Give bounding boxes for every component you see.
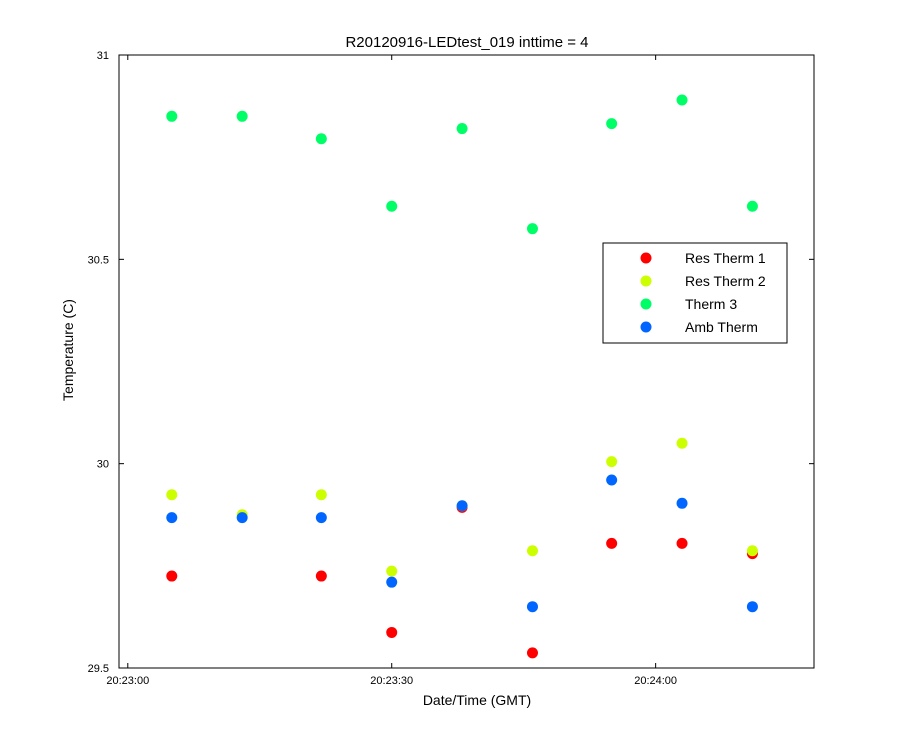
legend-label-res-therm-2: Res Therm 2 xyxy=(685,273,766,289)
point-res-therm-2 xyxy=(526,545,538,557)
point-amb-therm xyxy=(315,512,327,524)
y-axis-label: Temperature (C) xyxy=(60,299,76,401)
point-res-therm-1 xyxy=(526,647,538,659)
point-res-therm-1 xyxy=(606,537,618,549)
point-res-therm-1 xyxy=(676,537,688,549)
point-res-therm-1 xyxy=(166,570,178,582)
point-res-therm-2 xyxy=(315,489,327,501)
x-axis: 20:23:00 20:23:30 20:24:00 xyxy=(106,55,677,687)
point-amb-therm xyxy=(386,576,398,588)
x-tick-label: 20:24:00 xyxy=(634,675,677,687)
point-res-therm-2 xyxy=(386,565,398,577)
point-therm-3 xyxy=(386,200,398,212)
point-res-therm-2 xyxy=(606,456,618,468)
point-therm-3 xyxy=(526,223,538,235)
point-therm-3 xyxy=(606,118,618,130)
legend-label-amb-therm: Amb Therm xyxy=(685,319,758,335)
legend-marker-amb-therm xyxy=(640,321,652,333)
legend-label-therm-3: Therm 3 xyxy=(685,296,737,312)
point-therm-3 xyxy=(676,94,688,106)
plot-area xyxy=(118,54,815,669)
point-therm-3 xyxy=(456,123,468,135)
y-tick-label: 29.5 xyxy=(88,663,109,675)
y-tick-label: 30 xyxy=(97,459,109,471)
y-tick-label: 31 xyxy=(97,50,109,62)
y-tick-label: 30.5 xyxy=(88,254,109,266)
point-amb-therm xyxy=(606,474,618,486)
point-amb-therm xyxy=(456,500,468,512)
point-res-therm-2 xyxy=(746,545,758,557)
legend-marker-therm-3 xyxy=(640,298,652,310)
legend-marker-res-therm-2 xyxy=(640,275,652,287)
point-therm-3 xyxy=(236,110,248,122)
x-axis-label: Date/Time (GMT) xyxy=(423,692,531,708)
point-res-therm-2 xyxy=(676,437,688,449)
point-amb-therm xyxy=(746,601,758,613)
point-res-therm-2 xyxy=(166,489,178,501)
x-tick-label: 20:23:00 xyxy=(106,675,149,687)
legend: Res Therm 1 Res Therm 2 Therm 3 Amb Therm xyxy=(602,242,788,344)
point-amb-therm xyxy=(676,497,688,509)
point-therm-3 xyxy=(315,133,327,145)
data-points xyxy=(166,94,758,659)
y-axis: 29.5 30 30.5 31 xyxy=(88,50,814,675)
legend-box xyxy=(602,242,788,344)
point-res-therm-1 xyxy=(315,570,327,582)
x-tick-label: 20:23:30 xyxy=(370,675,413,687)
point-therm-3 xyxy=(746,200,758,212)
point-therm-3 xyxy=(166,110,178,122)
legend-label-res-therm-1: Res Therm 1 xyxy=(685,250,766,266)
chart-title: R20120916-LEDtest_019 inttime = 4 xyxy=(345,34,588,51)
point-res-therm-1 xyxy=(386,626,398,638)
point-amb-therm xyxy=(526,601,538,613)
point-amb-therm xyxy=(166,512,178,524)
legend-marker-res-therm-1 xyxy=(640,252,652,264)
point-amb-therm xyxy=(236,512,248,524)
